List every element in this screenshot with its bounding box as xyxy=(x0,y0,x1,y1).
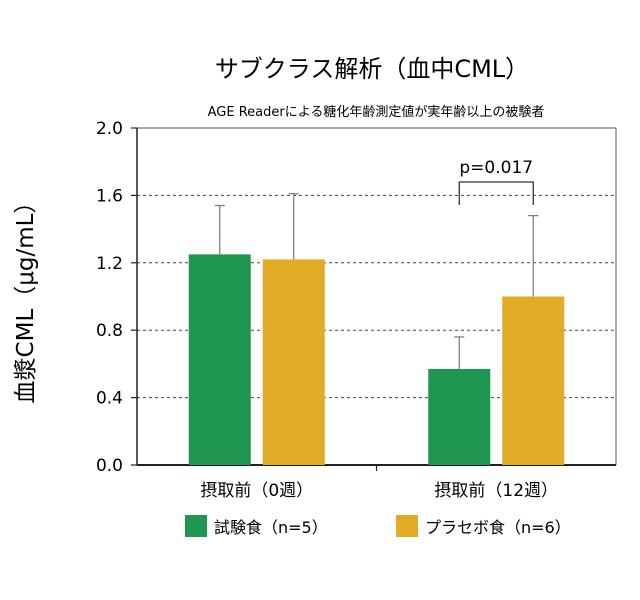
y-tick-label: 0.4 xyxy=(96,389,123,409)
chart-title: サブクラス解析（血中CML） xyxy=(215,55,529,83)
significance-bracket xyxy=(458,181,534,205)
x-category-label: 摂取前（0週） xyxy=(200,481,313,501)
y-tick-label: 0.8 xyxy=(96,321,123,341)
y-tick-label: 0.0 xyxy=(96,456,123,476)
y-axis-label: 血漿CML（μg/mL） xyxy=(13,191,39,404)
bar xyxy=(502,296,565,465)
legend-label: プラセボ食（n=6） xyxy=(425,518,571,537)
x-category-label: 摂取前（12週） xyxy=(434,481,558,501)
legend-label: 試験食（n=5） xyxy=(214,518,328,537)
y-tick-label: 2.0 xyxy=(96,119,123,139)
legend: 試験食（n=5） プラセボ食（n=6） xyxy=(185,515,571,537)
p-value-annotation: p=0.017 xyxy=(459,158,533,178)
y-tick-label: 1.6 xyxy=(96,186,123,206)
bar xyxy=(188,254,251,465)
plot-area: 0.0 0.4 0.8 1.2 1.6 2.0 摂取前（0週） 摂取前（12週） p=0.017 xyxy=(96,119,617,501)
bar xyxy=(428,368,491,465)
y-tick-label: 1.2 xyxy=(96,254,123,274)
bar xyxy=(262,259,325,465)
legend-swatch xyxy=(185,515,207,537)
legend-swatch xyxy=(396,515,418,537)
chart-subtitle: AGE Readerによる糖化年齢測定値が実年齢以上の被験者 xyxy=(208,104,545,120)
